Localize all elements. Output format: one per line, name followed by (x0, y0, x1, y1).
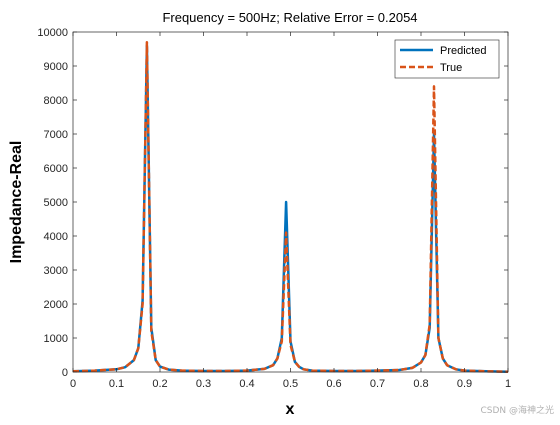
y-tick-label: 10000 (37, 27, 68, 39)
series-layer (72, 40, 509, 373)
y-tick-label: 4000 (44, 231, 68, 243)
y-tick-label: 5000 (44, 197, 68, 209)
x-tick-label: 0.3 (196, 378, 211, 390)
x-tick-label: 0.5 (283, 378, 298, 390)
legend-label-true: True (440, 62, 462, 74)
x-tick-label: 1 (505, 378, 511, 390)
legend: Predicted True (394, 39, 500, 79)
y-tick-label: 3000 (44, 265, 68, 277)
legend-box (394, 39, 500, 79)
x-tick-label: 0.4 (239, 378, 254, 390)
legend-label-predicted: Predicted (440, 45, 486, 57)
watermark: CSDN @海神之光 (480, 406, 554, 416)
x-axis-label: x (286, 401, 295, 418)
y-tick-label: 8000 (44, 95, 68, 107)
x-tick-label: 0.8 (413, 378, 428, 390)
y-tick-label: 7000 (44, 129, 68, 141)
tick-layer: 0 0.1 0.2 0.3 0.4 0.5 0.6 0.7 0.8 0.9 1 0 1000 2000 30… (37, 27, 511, 390)
series-line-true (72, 40, 509, 373)
y-tick-label: 0 (62, 367, 68, 379)
y-tick-label: 6000 (44, 163, 68, 175)
y-tick-label: 9000 (44, 61, 68, 73)
x-tick-label: 0.7 (370, 378, 385, 390)
x-tick-label: 0 (70, 378, 76, 390)
x-tick-label: 0.1 (109, 378, 124, 390)
x-tick-label: 0.9 (457, 378, 472, 390)
x-tick-label: 0.2 (152, 378, 167, 390)
y-tick-label: 2000 (44, 299, 68, 311)
x-tick-label: 0.6 (326, 378, 341, 390)
chart-title: Frequency = 500Hz; Relative Error = 0.20… (162, 10, 417, 25)
y-tick-label: 1000 (44, 333, 68, 345)
y-axis-label: Impedance-Real (8, 141, 25, 264)
